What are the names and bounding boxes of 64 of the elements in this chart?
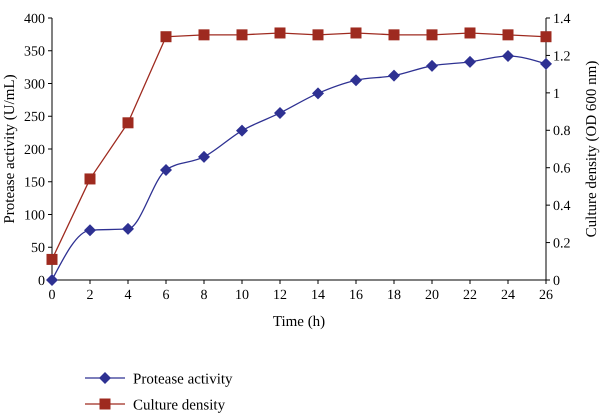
y-tick-label: 400 xyxy=(24,12,45,27)
y2-tick-label: 0.6 xyxy=(553,162,570,177)
x-tick-label: 4 xyxy=(124,288,132,303)
point xyxy=(502,50,514,62)
y-tick-label: 350 xyxy=(24,44,45,60)
point xyxy=(312,29,324,40)
point xyxy=(236,29,248,40)
y-tick-label: 50 xyxy=(31,241,45,256)
y-axis-title: Protease activity (U/mL) xyxy=(2,74,18,224)
point xyxy=(122,117,134,128)
point xyxy=(160,31,172,42)
legend-label: Culture density xyxy=(133,397,226,414)
y-tick-label: 200 xyxy=(24,142,45,158)
y2-tick-label: 0.4 xyxy=(553,199,570,214)
point xyxy=(540,31,552,42)
point xyxy=(84,224,96,236)
x-tick-label: 18 xyxy=(387,288,401,303)
point xyxy=(46,274,58,286)
point xyxy=(198,29,210,40)
point xyxy=(274,106,286,119)
point xyxy=(312,87,324,100)
x-tick-label: 10 xyxy=(235,288,249,303)
point xyxy=(274,27,286,38)
point xyxy=(160,164,172,176)
y-tick-label: 250 xyxy=(24,110,45,126)
x-tick-label: 26 xyxy=(539,288,553,303)
point xyxy=(502,29,514,40)
point xyxy=(388,70,400,82)
y2-axis-title: Culture density (OD 600 nm) xyxy=(584,60,600,238)
x-axis-title: Time (h) xyxy=(272,314,326,330)
point xyxy=(350,27,362,38)
y2-tick-label: 0.2 xyxy=(553,236,570,252)
x-tick-label: 24 xyxy=(501,288,515,303)
y-tick-label: 150 xyxy=(24,176,45,191)
x-tick-label: 2 xyxy=(86,288,94,303)
y2-tick-label: 1.4 xyxy=(553,12,570,27)
x-tick-label: 20 xyxy=(425,288,439,303)
point xyxy=(350,74,362,86)
y-tick-label: 300 xyxy=(24,77,45,92)
y2-tick-label: 0 xyxy=(553,274,560,289)
x-tick-label: 16 xyxy=(349,288,363,303)
y2-tick-label: 0.8 xyxy=(553,124,570,140)
point xyxy=(388,29,400,40)
point xyxy=(426,60,438,72)
point xyxy=(464,56,476,68)
x-tick-label: 0 xyxy=(48,288,56,303)
x-tick-label: 6 xyxy=(162,288,170,303)
point xyxy=(540,58,552,70)
y-tick-label: 100 xyxy=(24,208,45,224)
y2-tick-label: 1.2 xyxy=(553,49,570,64)
point xyxy=(426,29,438,40)
x-tick-label: 8 xyxy=(200,288,208,303)
point xyxy=(84,173,96,184)
x-tick-label: 22 xyxy=(463,288,477,303)
point xyxy=(464,27,476,38)
point xyxy=(198,150,210,163)
y2-tick-label: 1 xyxy=(553,86,560,102)
y-tick-label: 0 xyxy=(38,274,45,289)
legend-label: Protease activity xyxy=(133,371,234,388)
point xyxy=(122,222,134,235)
x-tick-label: 14 xyxy=(311,288,325,303)
point xyxy=(46,254,58,265)
point xyxy=(236,124,248,137)
x-tick-label: 12 xyxy=(273,288,287,303)
